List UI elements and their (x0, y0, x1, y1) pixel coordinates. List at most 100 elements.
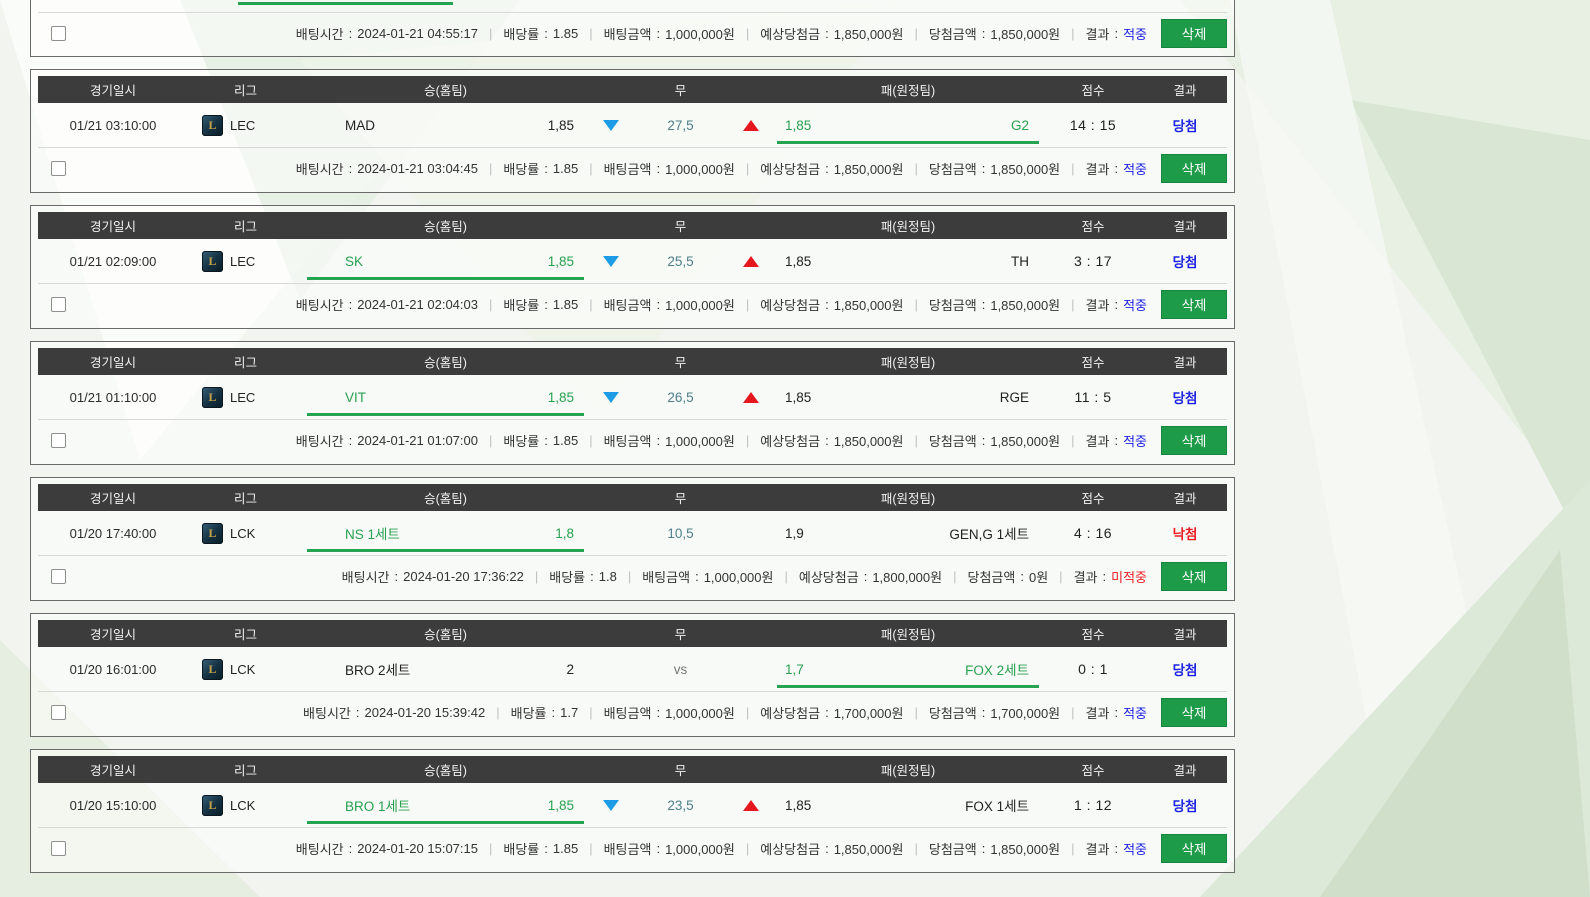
win-amount-value: 1,850,000원 (990, 26, 1061, 42)
draw-trend-cell (728, 511, 773, 555)
match-datetime: 01/21 02:09:00 (69, 253, 157, 269)
select-checkbox[interactable] (51, 568, 66, 584)
expected-win-value: 1,850,000원 (833, 26, 904, 42)
col-header-score: 점수 (1081, 84, 1105, 98)
home-bet-cell[interactable]: MAD 1,85 (303, 103, 588, 147)
trend-up-icon (742, 799, 759, 811)
delete-button[interactable]: 삭제 (1161, 561, 1227, 591)
home-odds: 1,8 (555, 525, 574, 541)
col-header-result: 결과 (1173, 492, 1197, 506)
col-header-home: 승(홈팀) (424, 492, 467, 506)
col-header-home: 승(홈팀) (424, 84, 467, 98)
trend-down-icon (602, 799, 619, 811)
delete-button[interactable]: 삭제 (1161, 833, 1227, 863)
select-checkbox[interactable] (51, 432, 66, 448)
away-bet-cell[interactable]: 1,85 G2 (773, 103, 1043, 147)
match-score: 14 : 15 (1069, 117, 1117, 133)
bet-amount-value: 1,000,000원 (665, 841, 735, 857)
delete-button[interactable]: 삭제 (1161, 153, 1227, 183)
win-amount-value: 1,850,000원 (990, 841, 1061, 857)
col-header-datetime: 경기일시 (89, 628, 136, 642)
odds-rate-value: 1.7 (560, 704, 579, 720)
delete-button[interactable]: 삭제 (1161, 18, 1227, 48)
select-checkbox[interactable] (51, 25, 66, 41)
select-checkbox[interactable] (51, 704, 66, 720)
home-bet-cell[interactable]: VIT 1,85 (303, 375, 588, 419)
lol-league-icon: L (202, 386, 223, 408)
odds-rate-value: 1.85 (552, 25, 579, 41)
win-amount-label: 당첨금액 (928, 705, 977, 721)
row-divider (38, 147, 1227, 148)
trend-down-icon (602, 119, 619, 131)
home-trend-cell (588, 511, 633, 555)
bet-info: 배팅시간:2024-01-20 17:36:22 | 배당률:1.8 | 배팅금… (341, 568, 1147, 585)
select-checkbox[interactable] (51, 840, 66, 856)
row-divider (38, 419, 1227, 420)
away-bet-cell[interactable]: 1,7 FOX 2세트 (773, 647, 1043, 691)
row-divider (38, 555, 1227, 556)
expected-win-label: 예상당첨금 (760, 161, 821, 177)
result-label: 결과 (1085, 705, 1110, 721)
col-header-result: 결과 (1173, 220, 1197, 234)
expected-win-label: 예상당첨금 (760, 433, 821, 449)
bet-info: 배팅시간:2024-01-20 15:39:42 | 배당률:1.7 | 배팅금… (303, 704, 1147, 721)
match-datetime: 01/20 17:40:00 (69, 525, 157, 541)
draw-trend-cell (728, 783, 773, 827)
delete-button[interactable]: 삭제 (1161, 697, 1227, 727)
result-value: 적중 (1123, 297, 1147, 313)
col-header-result: 결과 (1173, 764, 1197, 778)
away-team: RGE (999, 389, 1029, 405)
col-header-away: 패(원정팀) (880, 356, 936, 370)
expected-win-value: 1,800,000원 (872, 569, 943, 585)
home-bet-cell[interactable]: BRO 1세트 1,85 (303, 783, 588, 827)
expected-win-value: 1,700,000원 (833, 705, 904, 721)
expected-win-value: 1,850,000원 (833, 433, 904, 449)
away-odds: 1,7 (785, 661, 804, 677)
delete-button[interactable]: 삭제 (1161, 425, 1227, 455)
match-row: 01/21 03:10:00 L LEC MAD 1,85 27,5 1,85 … (38, 103, 1227, 147)
lol-league-icon: L (202, 114, 223, 136)
bet-time-value: 2024-01-20 17:36:22 (403, 568, 524, 584)
league-name: LCK (230, 525, 256, 541)
col-header-score: 점수 (1081, 220, 1105, 234)
away-bet-cell[interactable]: 1,85 TH (773, 239, 1043, 283)
away-team: G2 (1010, 117, 1029, 133)
delete-button[interactable]: 삭제 (1161, 289, 1227, 319)
home-trend-cell (588, 783, 633, 827)
draw-odds: 26,5 (667, 389, 694, 405)
match-row: 01/20 17:40:00 L LCK NS 1세트 1,8 10,5 1,9… (38, 511, 1227, 555)
league-name: LCK (230, 797, 256, 813)
away-bet-cell[interactable]: 1,85 RGE (773, 375, 1043, 419)
result-value: 적중 (1123, 841, 1147, 857)
win-amount-label: 당첨금액 (928, 841, 977, 857)
home-bet-cell[interactable]: SK 1,85 (303, 239, 588, 283)
result-label: 결과 (1085, 26, 1110, 42)
league-name: LCK (230, 661, 256, 677)
expected-win-label: 예상당첨금 (760, 26, 821, 42)
select-checkbox[interactable] (51, 296, 66, 312)
trend-up-icon (742, 391, 759, 403)
col-header-home: 승(홈팀) (424, 628, 467, 642)
col-header-result: 결과 (1173, 356, 1197, 370)
col-header-league: 리그 (233, 84, 257, 98)
column-header-row: 경기일시 리그 승(홈팀) 무 패(원정팀) 점수 결과 (38, 620, 1227, 647)
bet-amount-label: 배팅금액 (603, 297, 652, 313)
bet-footer: 배팅시간:2024-01-21 04:55:17 | 배당률:1.85 | 배팅… (38, 13, 1227, 53)
match-score: 4 : 16 (1073, 525, 1113, 541)
select-checkbox[interactable] (51, 160, 66, 176)
home-team: MAD (345, 117, 375, 133)
away-odds: 1,85 (785, 389, 812, 405)
result-value: 적중 (1123, 705, 1147, 721)
bet-amount-value: 1,000,000원 (665, 26, 735, 42)
draw-odds: 25,5 (667, 253, 694, 269)
away-bet-cell[interactable]: 1,85 FOX 1세트 (773, 783, 1043, 827)
col-header-away: 패(원정팀) (880, 492, 936, 506)
match-datetime: 01/20 15:10:00 (69, 797, 157, 813)
bet-amount-label: 배팅금액 (603, 161, 652, 177)
away-bet-cell[interactable]: 1,9 GEN,G 1세트 (773, 511, 1043, 555)
column-header-row: 경기일시 리그 승(홈팀) 무 패(원정팀) 점수 결과 (38, 756, 1227, 783)
bet-time-label: 배팅시간 (295, 161, 344, 177)
home-bet-cell[interactable]: BRO 2세트 2 (303, 647, 588, 691)
cutoff-match-row (38, 0, 1227, 13)
home-bet-cell[interactable]: NS 1세트 1,8 (303, 511, 588, 555)
